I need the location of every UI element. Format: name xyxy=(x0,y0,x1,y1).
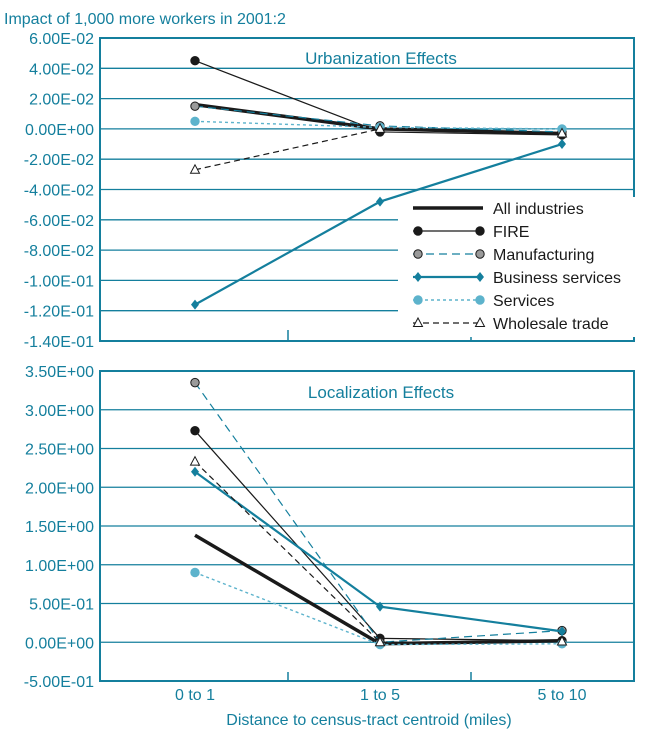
data-point xyxy=(190,56,200,66)
y-tick-label: 1.00E+00 xyxy=(25,558,94,575)
legend-box xyxy=(398,197,638,337)
legend-marker xyxy=(474,316,486,327)
y-tick-label: 6.00E-02 xyxy=(29,31,94,48)
legend-marker xyxy=(412,316,424,327)
y-tick-label: 0.00E+00 xyxy=(25,635,94,652)
data-point xyxy=(376,601,384,612)
y-tick-label: 0.00E+00 xyxy=(25,122,94,139)
legend-marker xyxy=(475,295,485,305)
legend-marker xyxy=(413,295,423,305)
legend-label: Services xyxy=(493,293,554,310)
legend-marker xyxy=(413,249,423,259)
series-line-wholesale-trade xyxy=(194,128,563,171)
legend-marker xyxy=(413,226,423,236)
x-tick-label: 5 to 10 xyxy=(538,687,587,704)
x-axis-label: Distance to census-tract centroid (miles… xyxy=(226,712,511,729)
y-tick-label: 2.50E+00 xyxy=(25,442,94,459)
y-tick-label: -1.40E-01 xyxy=(24,334,94,351)
data-point xyxy=(190,101,200,111)
data-point xyxy=(556,635,568,646)
localization-panel: 3.50E+00 3.00E+00 2.50E+00 2.00E+00 1.50E+00… xyxy=(24,364,635,704)
y-tick-label: -5.00E-01 xyxy=(24,674,94,691)
y-tick-label: -1.20E-01 xyxy=(24,304,94,321)
data-point xyxy=(374,636,386,647)
y-tick-label: 3.50E+00 xyxy=(25,364,94,381)
y-tick-label: -2.00E-02 xyxy=(24,152,94,169)
legend-label: Business services xyxy=(493,270,621,287)
y-tick-label: 3.00E+00 xyxy=(25,403,94,420)
y-tick-label: -8.00E-02 xyxy=(24,243,94,260)
y-tick-label: 5.00E-01 xyxy=(29,597,94,614)
legend-marker xyxy=(475,249,485,259)
legend: All industries FIRE Manufacturing Business … xyxy=(398,197,638,337)
y-tick-label: 2.00E+00 xyxy=(25,480,94,497)
y-tick-label: -4.00E-02 xyxy=(24,183,94,200)
y-tick-label: -1.00E-01 xyxy=(24,273,94,290)
data-point xyxy=(374,122,386,133)
legend-marker xyxy=(475,226,485,236)
data-point xyxy=(190,567,200,578)
y-tick-label: 1.50E+00 xyxy=(25,519,94,536)
x-tick-label: 0 to 1 xyxy=(175,687,215,704)
data-point xyxy=(558,139,566,150)
series-line-services xyxy=(194,120,563,130)
data-point xyxy=(191,299,199,310)
data-point xyxy=(558,626,566,637)
legend-marker xyxy=(476,272,484,282)
legend-marker xyxy=(414,272,422,282)
x-tick-label: 1 to 5 xyxy=(360,687,400,704)
y-tick-label: 2.00E-02 xyxy=(29,92,94,109)
data-point xyxy=(189,455,201,466)
data-point xyxy=(191,466,199,477)
legend-label: FIRE xyxy=(493,224,529,241)
data-point xyxy=(190,116,200,127)
data-point xyxy=(190,377,200,388)
legend-label: Wholesale trade xyxy=(493,316,609,333)
legend-label: Manufacturing xyxy=(493,247,594,264)
legend-label: All industries xyxy=(493,201,584,218)
y-tick-label: 4.00E-02 xyxy=(29,61,94,78)
figure-title: Impact of 1,000 more workers in 2001:2 xyxy=(4,11,286,28)
data-point xyxy=(556,127,568,138)
panel-title: Urbanization Effects xyxy=(305,49,457,68)
y-tick-label: -6.00E-02 xyxy=(24,213,94,230)
data-point xyxy=(376,196,384,207)
data-point xyxy=(190,425,200,436)
panel-title: Localization Effects xyxy=(308,383,454,402)
data-point xyxy=(189,163,201,174)
